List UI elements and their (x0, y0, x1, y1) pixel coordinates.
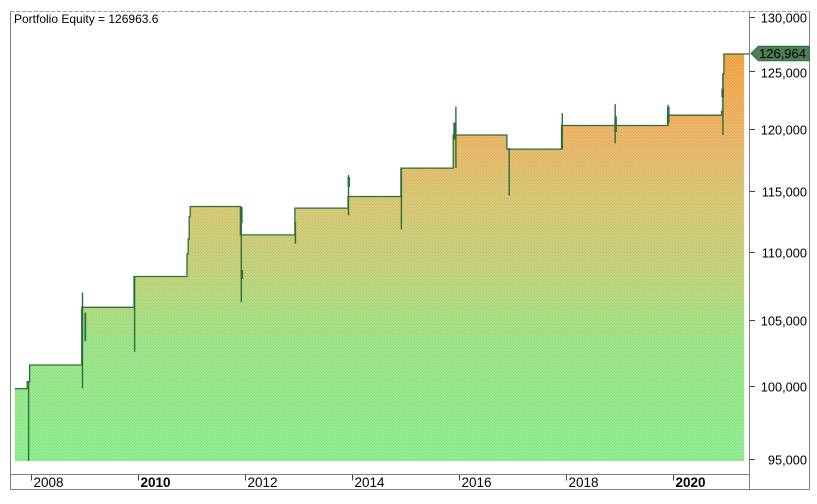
svg-text:2018: 2018 (569, 475, 599, 490)
svg-text:130,000: 130,000 (761, 11, 807, 26)
svg-text:95,000: 95,000 (768, 453, 807, 468)
svg-text:115,000: 115,000 (762, 185, 807, 200)
svg-text:120,000: 120,000 (761, 123, 807, 138)
svg-text:100,000: 100,000 (761, 380, 807, 395)
svg-text:2014: 2014 (355, 475, 386, 490)
svg-text:Portfolio Equity = 126963.6: Portfolio Equity = 126963.6 (14, 12, 159, 26)
svg-text:2010: 2010 (141, 475, 171, 490)
svg-text:110,000: 110,000 (762, 246, 807, 261)
svg-text:105,000: 105,000 (761, 314, 807, 329)
svg-text:2008: 2008 (34, 475, 64, 490)
svg-text:125,000: 125,000 (761, 66, 807, 81)
svg-text:126,964: 126,964 (759, 46, 806, 61)
svg-text:2012: 2012 (248, 475, 278, 490)
svg-text:2016: 2016 (462, 475, 492, 490)
svg-text:2020: 2020 (676, 475, 706, 490)
